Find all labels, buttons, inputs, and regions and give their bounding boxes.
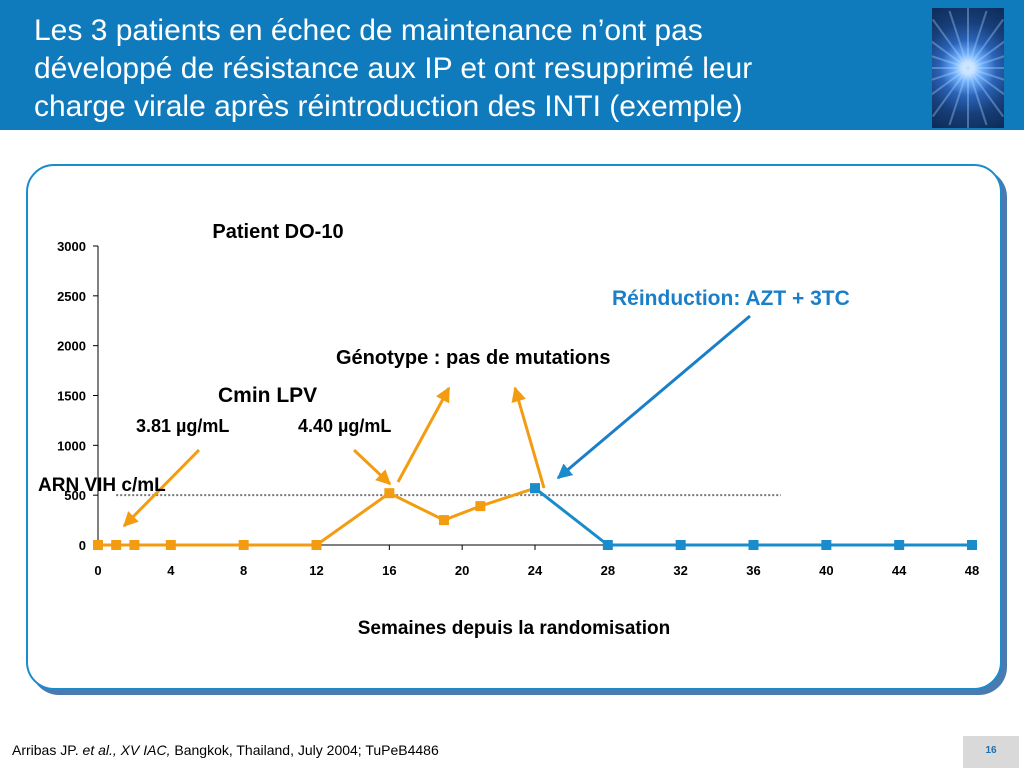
- y-tick-label: 1500: [57, 389, 86, 404]
- x-tick-label: 16: [382, 563, 396, 578]
- data-point-marker: [238, 540, 249, 550]
- data-point-marker: [129, 540, 140, 550]
- data-point-marker: [111, 540, 122, 550]
- x-tick-label: 32: [673, 563, 687, 578]
- x-tick-label: 44: [892, 563, 907, 578]
- y-tick-label: 3000: [57, 239, 86, 254]
- x-tick-label: 28: [601, 563, 615, 578]
- data-point-marker: [165, 540, 176, 550]
- chart-title: Patient DO-10: [212, 221, 343, 243]
- slide-header: Les 3 patients en échec de maintenance n…: [0, 0, 1024, 130]
- series-line-2: [534, 487, 972, 547]
- data-point-marker: [384, 488, 395, 499]
- page-number: 16: [985, 745, 997, 756]
- y-tick-label: 2500: [57, 289, 86, 304]
- data-point-marker: [311, 540, 322, 550]
- data-point-marker: [967, 540, 977, 550]
- data-point-marker: [475, 501, 486, 512]
- data-point-marker: [821, 540, 832, 550]
- page-number-box: 16: [963, 736, 1019, 768]
- x-tick-label: 40: [819, 563, 833, 578]
- x-tick-label: 20: [455, 563, 469, 578]
- data-point-marker: [530, 483, 540, 494]
- orange-arrow: [396, 386, 451, 483]
- citation-author: Arribas JP.: [12, 742, 83, 758]
- y-axis-label: ARN VIH c/mL: [38, 475, 166, 496]
- reinduction-annotation: Réinduction: AZT + 3TC: [612, 287, 850, 310]
- y-tick-label: 2000: [57, 339, 86, 354]
- x-tick-label: 12: [309, 563, 323, 578]
- x-axis-label: Semaines depuis la randomisation: [358, 618, 671, 639]
- orange-arrow: [352, 448, 392, 486]
- cmin-title: Cmin LPV: [218, 384, 317, 407]
- x-tick-label: 48: [965, 563, 979, 578]
- slide-title-line-3: charge virale après réintroduction des I…: [34, 90, 743, 123]
- series-line-1: [98, 486, 536, 547]
- chart-panel: 0 500 1000 1500 2000 2500 3000 0 4 8 12 16 20 24 28 32 3…: [26, 164, 1002, 690]
- x-tick-label: 8: [240, 563, 247, 578]
- data-point-marker: [438, 515, 449, 526]
- citation-etal: et al., XV IAC,: [82, 742, 171, 758]
- orange-arrow: [511, 386, 546, 489]
- y-tick-label: 500: [64, 488, 86, 503]
- slide-title-line-2: développé de résistance aux IP et ont re…: [34, 52, 753, 85]
- data-point-marker: [93, 540, 103, 550]
- genotype-annotation: Génotype : pas de mutations: [336, 347, 610, 369]
- citation-rest: Bangkok, Thailand, July 2004; TuPeB4486: [170, 742, 439, 758]
- citation: Arribas JP. et al., XV IAC, Bangkok, Tha…: [12, 742, 439, 758]
- slide-title-line-1: Les 3 patients en échec de maintenance n…: [34, 14, 703, 47]
- x-tick-label: 4: [167, 563, 175, 578]
- x-tick-label: 0: [94, 563, 101, 578]
- starburst-ray: [967, 8, 969, 128]
- blue-arrow: [556, 314, 751, 480]
- y-tick-label: 1000: [57, 438, 86, 453]
- cmin-value-1: 3.81 µg/mL: [136, 416, 229, 436]
- starburst-decoration-image: [932, 8, 1004, 128]
- x-tick-label: 36: [746, 563, 760, 578]
- data-point-marker: [602, 540, 613, 550]
- data-point-marker: [675, 540, 686, 550]
- cmin-value-2: 4.40 µg/mL: [298, 416, 391, 436]
- x-tick-label: 24: [528, 563, 543, 578]
- data-point-marker: [894, 540, 905, 550]
- slide-title: Les 3 patients en échec de maintenance n…: [34, 12, 914, 126]
- data-point-marker: [748, 540, 759, 550]
- y-tick-label: 0: [79, 538, 86, 553]
- orange-arrow: [122, 448, 201, 528]
